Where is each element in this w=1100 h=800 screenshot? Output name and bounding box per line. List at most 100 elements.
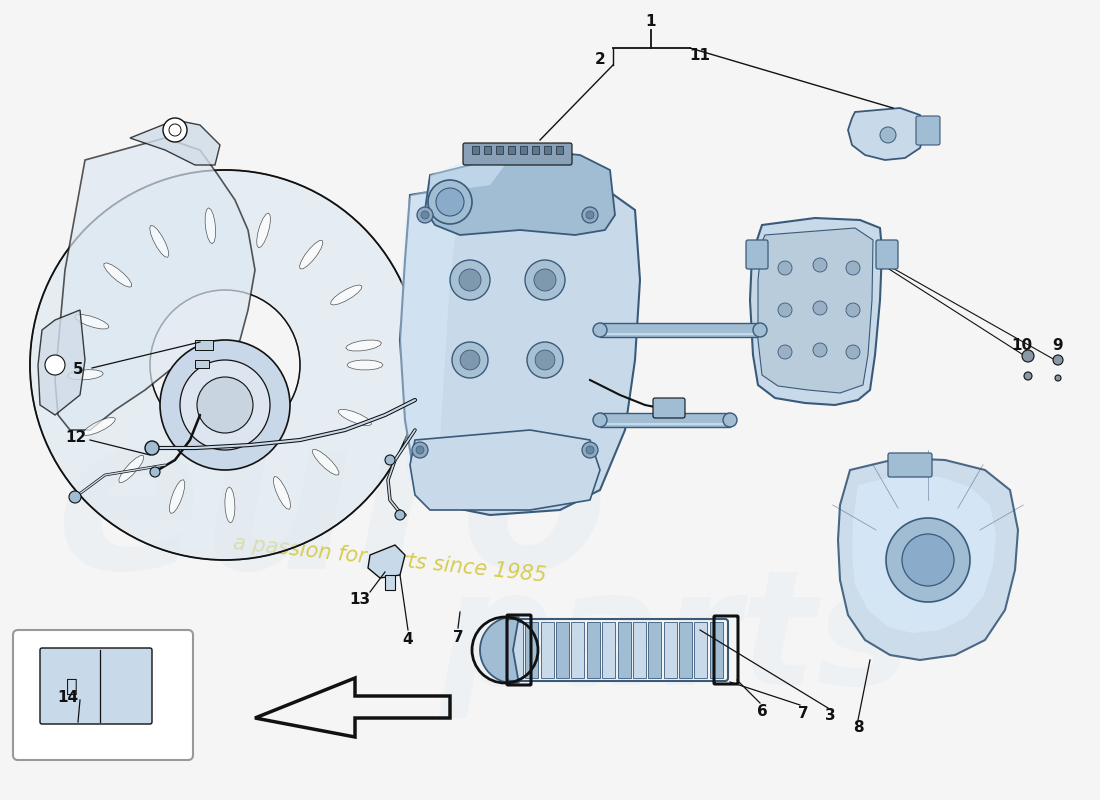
Polygon shape (205, 208, 216, 244)
FancyBboxPatch shape (472, 146, 478, 154)
Text: parts: parts (440, 562, 912, 718)
Wedge shape (30, 170, 420, 560)
Polygon shape (274, 477, 290, 510)
FancyBboxPatch shape (13, 630, 192, 760)
Circle shape (385, 455, 395, 465)
FancyBboxPatch shape (463, 143, 572, 165)
Circle shape (586, 211, 594, 219)
Circle shape (460, 350, 480, 370)
Text: a passion for parts since 1985: a passion for parts since 1985 (232, 534, 548, 586)
Circle shape (813, 301, 827, 315)
Polygon shape (256, 213, 271, 248)
Circle shape (593, 413, 607, 427)
Circle shape (586, 446, 594, 454)
Circle shape (846, 303, 860, 317)
Text: 7: 7 (798, 706, 808, 721)
Text: 12: 12 (65, 430, 87, 446)
Polygon shape (694, 622, 707, 678)
Polygon shape (346, 360, 383, 370)
Text: 3: 3 (825, 709, 835, 723)
Circle shape (754, 323, 767, 337)
Polygon shape (541, 622, 553, 678)
Circle shape (527, 342, 563, 378)
Polygon shape (526, 622, 538, 678)
Circle shape (145, 441, 160, 455)
Text: 13: 13 (350, 593, 371, 607)
Polygon shape (557, 622, 569, 678)
Polygon shape (385, 575, 395, 590)
Circle shape (160, 340, 290, 470)
Polygon shape (510, 622, 524, 678)
Circle shape (593, 323, 607, 337)
Circle shape (1024, 372, 1032, 380)
Polygon shape (750, 218, 882, 405)
Polygon shape (679, 622, 692, 678)
Circle shape (163, 118, 187, 142)
Circle shape (428, 180, 472, 224)
Circle shape (69, 491, 81, 503)
Circle shape (778, 303, 792, 317)
Circle shape (778, 345, 792, 359)
Circle shape (436, 188, 464, 216)
Circle shape (45, 355, 65, 375)
Polygon shape (338, 410, 372, 426)
Polygon shape (82, 418, 116, 435)
Text: 2: 2 (595, 53, 605, 67)
FancyBboxPatch shape (484, 146, 491, 154)
Polygon shape (571, 622, 584, 678)
Text: 7: 7 (453, 630, 463, 646)
FancyBboxPatch shape (556, 146, 563, 154)
Circle shape (197, 377, 253, 433)
Polygon shape (617, 622, 630, 678)
Circle shape (886, 518, 970, 602)
Circle shape (421, 211, 429, 219)
Circle shape (395, 510, 405, 520)
Polygon shape (710, 622, 723, 678)
Circle shape (452, 342, 488, 378)
Circle shape (150, 467, 160, 477)
Text: 5: 5 (73, 362, 84, 378)
Circle shape (1055, 375, 1061, 381)
Wedge shape (480, 617, 519, 683)
FancyBboxPatch shape (888, 453, 932, 477)
Text: 9: 9 (1053, 338, 1064, 353)
FancyBboxPatch shape (520, 146, 527, 154)
Polygon shape (368, 545, 405, 578)
Circle shape (582, 442, 598, 458)
Text: 🐴: 🐴 (66, 677, 78, 695)
Polygon shape (299, 241, 323, 269)
Circle shape (880, 127, 896, 143)
FancyBboxPatch shape (40, 648, 152, 724)
FancyBboxPatch shape (916, 116, 940, 145)
FancyBboxPatch shape (508, 146, 515, 154)
FancyBboxPatch shape (195, 340, 213, 350)
FancyBboxPatch shape (746, 240, 768, 269)
Polygon shape (848, 108, 925, 160)
Polygon shape (39, 310, 85, 415)
Text: 11: 11 (690, 47, 711, 62)
Circle shape (813, 343, 827, 357)
Polygon shape (852, 475, 996, 633)
Polygon shape (400, 185, 460, 490)
Circle shape (778, 261, 792, 275)
Text: 1: 1 (646, 14, 657, 30)
Text: euro: euro (55, 406, 608, 614)
Polygon shape (663, 622, 676, 678)
Circle shape (723, 413, 737, 427)
Polygon shape (600, 422, 730, 425)
Circle shape (846, 261, 860, 275)
Polygon shape (103, 263, 132, 287)
Polygon shape (400, 175, 640, 515)
Polygon shape (758, 228, 873, 393)
Circle shape (450, 260, 490, 300)
Polygon shape (130, 120, 220, 165)
Polygon shape (150, 226, 168, 258)
Polygon shape (67, 370, 103, 380)
Circle shape (902, 534, 954, 586)
FancyBboxPatch shape (532, 146, 539, 154)
Polygon shape (55, 138, 255, 430)
Circle shape (813, 258, 827, 272)
Circle shape (180, 360, 270, 450)
Circle shape (846, 345, 860, 359)
Polygon shape (75, 314, 109, 329)
